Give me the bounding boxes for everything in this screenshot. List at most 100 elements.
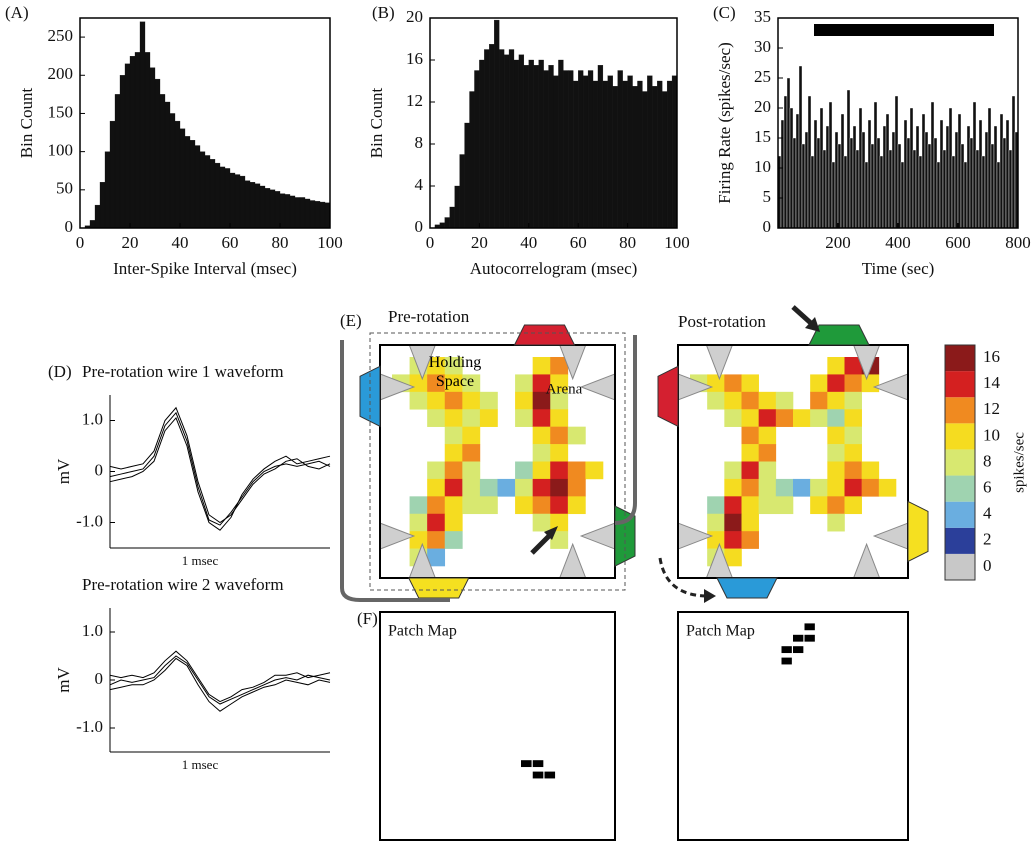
- heat-cell: [444, 513, 463, 532]
- heat-cell: [479, 391, 498, 410]
- bar: [888, 149, 893, 229]
- bar: [780, 119, 785, 229]
- bar: [444, 217, 450, 229]
- heat-cell: [515, 409, 533, 427]
- bar: [666, 80, 673, 229]
- panel-label: (B): [372, 3, 395, 22]
- x-tick-label: 100: [317, 233, 343, 252]
- tube: [340, 340, 450, 602]
- bar: [999, 113, 1004, 229]
- y-tick-label: 35: [754, 7, 771, 26]
- colorbar-tick-label: 12: [983, 399, 1000, 418]
- heat-cell: [724, 513, 742, 532]
- heat-cell: [844, 374, 862, 393]
- y-tick-label: 12: [406, 91, 423, 110]
- y-tick-label: 0: [95, 460, 104, 479]
- heat-cell: [409, 531, 428, 549]
- bar: [309, 200, 316, 229]
- bar: [837, 143, 842, 229]
- bar: [607, 75, 613, 229]
- colorbar-swatch: [945, 553, 975, 580]
- colorbar-swatch: [945, 397, 975, 424]
- y-axis-label: mV: [54, 458, 73, 484]
- bar: [903, 119, 908, 229]
- bar: [612, 86, 618, 229]
- arena-frame: [677, 344, 909, 579]
- bar: [449, 206, 455, 229]
- x-tick-label: 0: [426, 233, 435, 252]
- bar: [154, 78, 161, 229]
- heat-cell: [479, 409, 498, 427]
- y-tick-label: 20: [406, 7, 423, 26]
- colorbar-frame: [944, 344, 976, 581]
- plot-frame: [429, 17, 678, 229]
- heat-cell: [427, 496, 446, 515]
- bar: [852, 125, 857, 229]
- landmark: [872, 373, 909, 401]
- heat-cell: [810, 478, 828, 497]
- heat-cell: [550, 374, 569, 393]
- x-axis-label: 1 msec: [182, 553, 219, 568]
- bar: [915, 125, 920, 229]
- colorbar-tick-label: 6: [983, 478, 992, 497]
- heat-cell: [550, 426, 569, 445]
- bar: [204, 155, 211, 229]
- bar: [990, 143, 995, 229]
- bar: [882, 125, 887, 229]
- heat-cell: [827, 513, 845, 532]
- heat-cell: [810, 391, 828, 410]
- heat-cell: [810, 374, 828, 393]
- panel-title: Patch Map: [388, 623, 457, 640]
- heat-cell: [550, 531, 569, 549]
- x-axis-label: 1 msec: [182, 757, 219, 772]
- heat-cell: [585, 461, 604, 480]
- heat-cell: [827, 461, 845, 480]
- landmark: [677, 522, 714, 550]
- y-tick-label: 150: [48, 102, 74, 121]
- patch-cell: [781, 657, 792, 665]
- cue-card: [907, 500, 929, 563]
- heat-cell: [462, 461, 481, 480]
- x-tick-label: 40: [520, 233, 537, 252]
- y-axis-label: Bin Count: [17, 88, 36, 159]
- bar: [637, 80, 643, 229]
- annotation: Holding Space: [428, 354, 482, 390]
- heat-cell: [550, 409, 569, 427]
- x-tick-label: 80: [619, 233, 636, 252]
- bar: [159, 94, 166, 229]
- bar: [164, 101, 171, 229]
- bar: [846, 89, 851, 229]
- bar: [807, 95, 812, 229]
- panel-title: Patch Map: [686, 623, 755, 640]
- bar: [954, 131, 959, 229]
- bar: [179, 128, 186, 229]
- x-tick-label: 20: [471, 233, 488, 252]
- heat-cell: [444, 426, 463, 445]
- y-axis-label: mV: [54, 667, 73, 693]
- colorbar-swatch: [945, 475, 975, 502]
- bar: [259, 185, 266, 229]
- x-axis-label: Autocorrelogram (msec): [470, 259, 638, 278]
- heat-cell: [724, 461, 742, 480]
- bar: [304, 198, 311, 229]
- heat-cell: [532, 461, 551, 480]
- x-tick-label: 60: [570, 233, 587, 252]
- y-tick-label: 16: [406, 49, 423, 68]
- bar: [299, 197, 306, 229]
- bar: [876, 137, 881, 229]
- bar: [984, 131, 989, 229]
- bar: [513, 59, 520, 229]
- heat-cell: [741, 391, 759, 410]
- heat-cell: [741, 444, 759, 462]
- y-axis-label: Firing Rate (spikes/sec): [715, 42, 734, 203]
- bar: [518, 54, 525, 229]
- landmark: [852, 542, 881, 579]
- heat-cell: [427, 548, 446, 567]
- heat-cell: [827, 357, 845, 375]
- bar: [942, 149, 947, 229]
- bar: [563, 70, 569, 229]
- bar: [568, 70, 574, 229]
- colorbar-swatch: [945, 345, 975, 372]
- colorbar-tick-label: 16: [983, 347, 1000, 366]
- heat-cell: [741, 409, 759, 427]
